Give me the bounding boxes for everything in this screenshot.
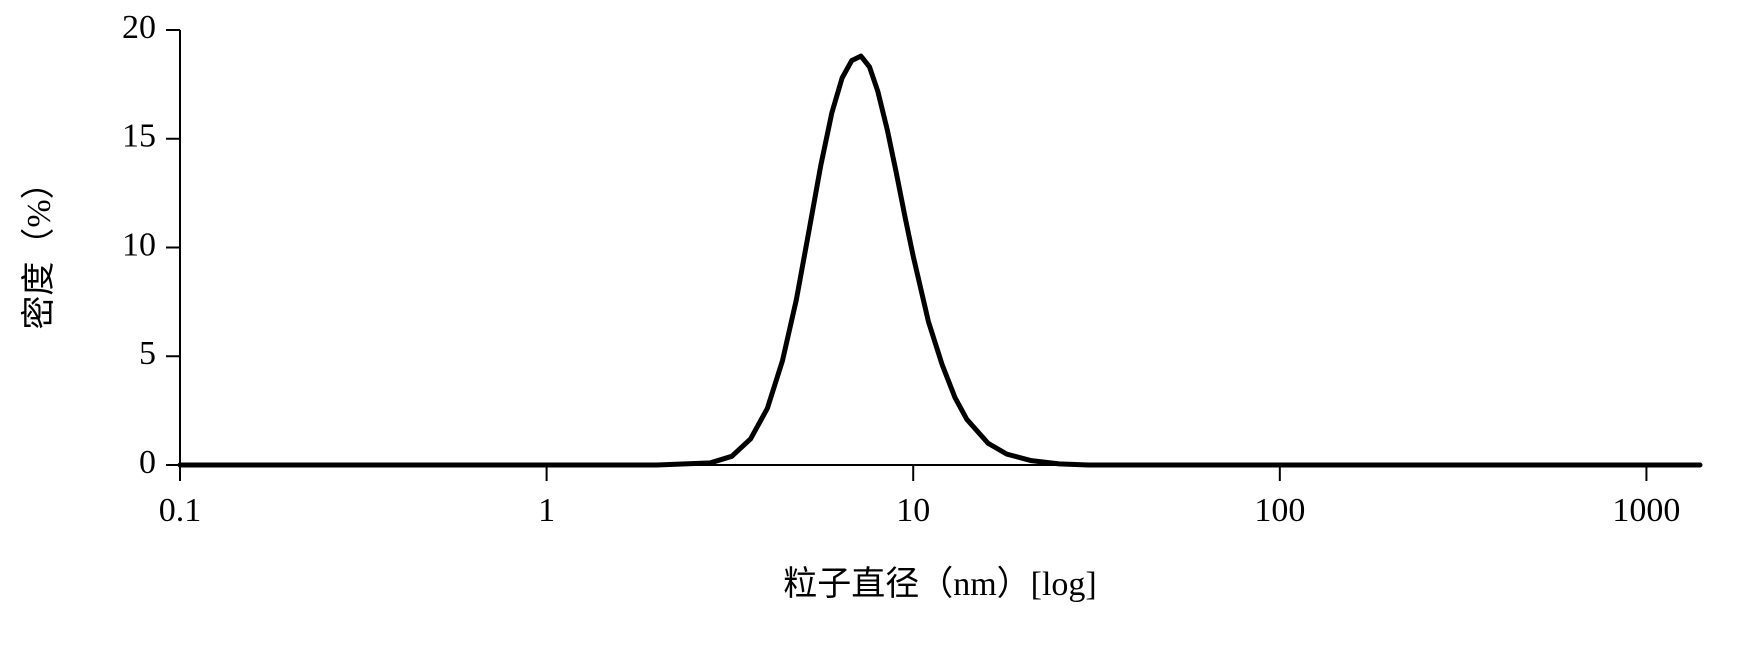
y-axis-label: 密度（%） — [20, 165, 58, 329]
x-tick-label: 100 — [1254, 492, 1305, 529]
x-tick-label: 1000 — [1612, 492, 1680, 529]
y-tick-label: 0 — [139, 444, 156, 481]
particle-size-distribution-chart: 0 5 10 15 20 0.1 1 10 100 1000 密度（%） 粒子直径（nm）[log] — [0, 0, 1739, 665]
x-tick-label: 1 — [538, 492, 555, 529]
y-tick-label: 10 — [122, 226, 156, 263]
x-axis-label: 粒子直径（nm）[log] — [783, 565, 1097, 603]
x-tick-label: 10 — [896, 492, 930, 529]
y-tick-label: 5 — [139, 335, 156, 372]
x-tick-label: 0.1 — [159, 492, 202, 529]
distribution-curve — [180, 56, 1700, 465]
y-tick-label: 15 — [122, 118, 156, 155]
y-tick-label: 20 — [122, 9, 156, 46]
